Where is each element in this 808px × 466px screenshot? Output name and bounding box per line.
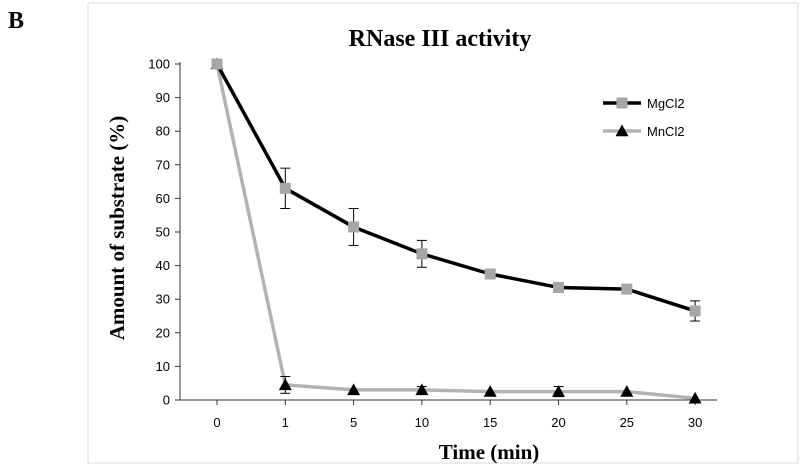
y-tick-label: 60 [156, 191, 170, 206]
y-tick-label: 70 [156, 157, 170, 172]
x-tick-label: 20 [551, 415, 565, 430]
chart-title: RNase III activity [349, 26, 532, 52]
y-tick-label: 30 [156, 292, 170, 307]
legend-marker-mgcl2 [616, 97, 628, 109]
data-point-mncl2 [688, 391, 702, 404]
y-tick-label: 100 [148, 57, 170, 72]
panel-label: B [8, 8, 25, 34]
x-tick-label: 1 [282, 415, 289, 430]
data-point-mncl2 [278, 378, 292, 391]
chart-frame [87, 2, 799, 464]
series-line-mgcl2 [215, 63, 696, 313]
y-axis-label: Amount of substrate (%) [105, 116, 129, 341]
x-tick-label: 0 [213, 415, 220, 430]
data-point-mncl2 [620, 385, 634, 397]
y-tick-label: 80 [156, 124, 170, 139]
data-point-mncl2 [483, 385, 497, 397]
y-tick-label: 10 [156, 359, 170, 374]
data-point-mgcl2 [553, 281, 564, 293]
x-tick-label: 30 [688, 415, 702, 430]
x-tick-label: 15 [483, 415, 497, 430]
legend-marker-mncl2 [615, 124, 629, 137]
legend-label-mncl2: MnCl2 [647, 124, 685, 139]
x-axis-label: Time (min) [439, 440, 540, 464]
data-point-mncl2 [415, 383, 429, 396]
x-tick-label: 5 [350, 415, 357, 430]
data-point-mgcl2 [348, 221, 360, 233]
x-tick-label: 25 [620, 415, 634, 430]
x-tick-label: 10 [415, 415, 429, 430]
y-tick-label: 50 [156, 225, 170, 240]
data-point-mgcl2 [621, 283, 633, 295]
y-tick-label: 0 [163, 393, 170, 408]
y-tick-label: 20 [156, 325, 170, 340]
legend: MgCl2 MnCl2 [603, 96, 685, 139]
y-tick-label: 90 [156, 90, 170, 105]
data-point-mgcl2 [689, 305, 701, 317]
data-point-mgcl2 [211, 58, 223, 70]
data-point-mgcl2 [484, 268, 496, 280]
legend-label-mgcl2: MgCl2 [647, 96, 685, 111]
data-point-mgcl2 [279, 182, 291, 194]
data-point-mncl2 [347, 383, 361, 396]
data-point-mncl2 [552, 385, 565, 397]
y-tick-label: 40 [156, 258, 170, 273]
series-line-mncl2 [215, 63, 696, 401]
data-point-mgcl2 [416, 248, 428, 260]
